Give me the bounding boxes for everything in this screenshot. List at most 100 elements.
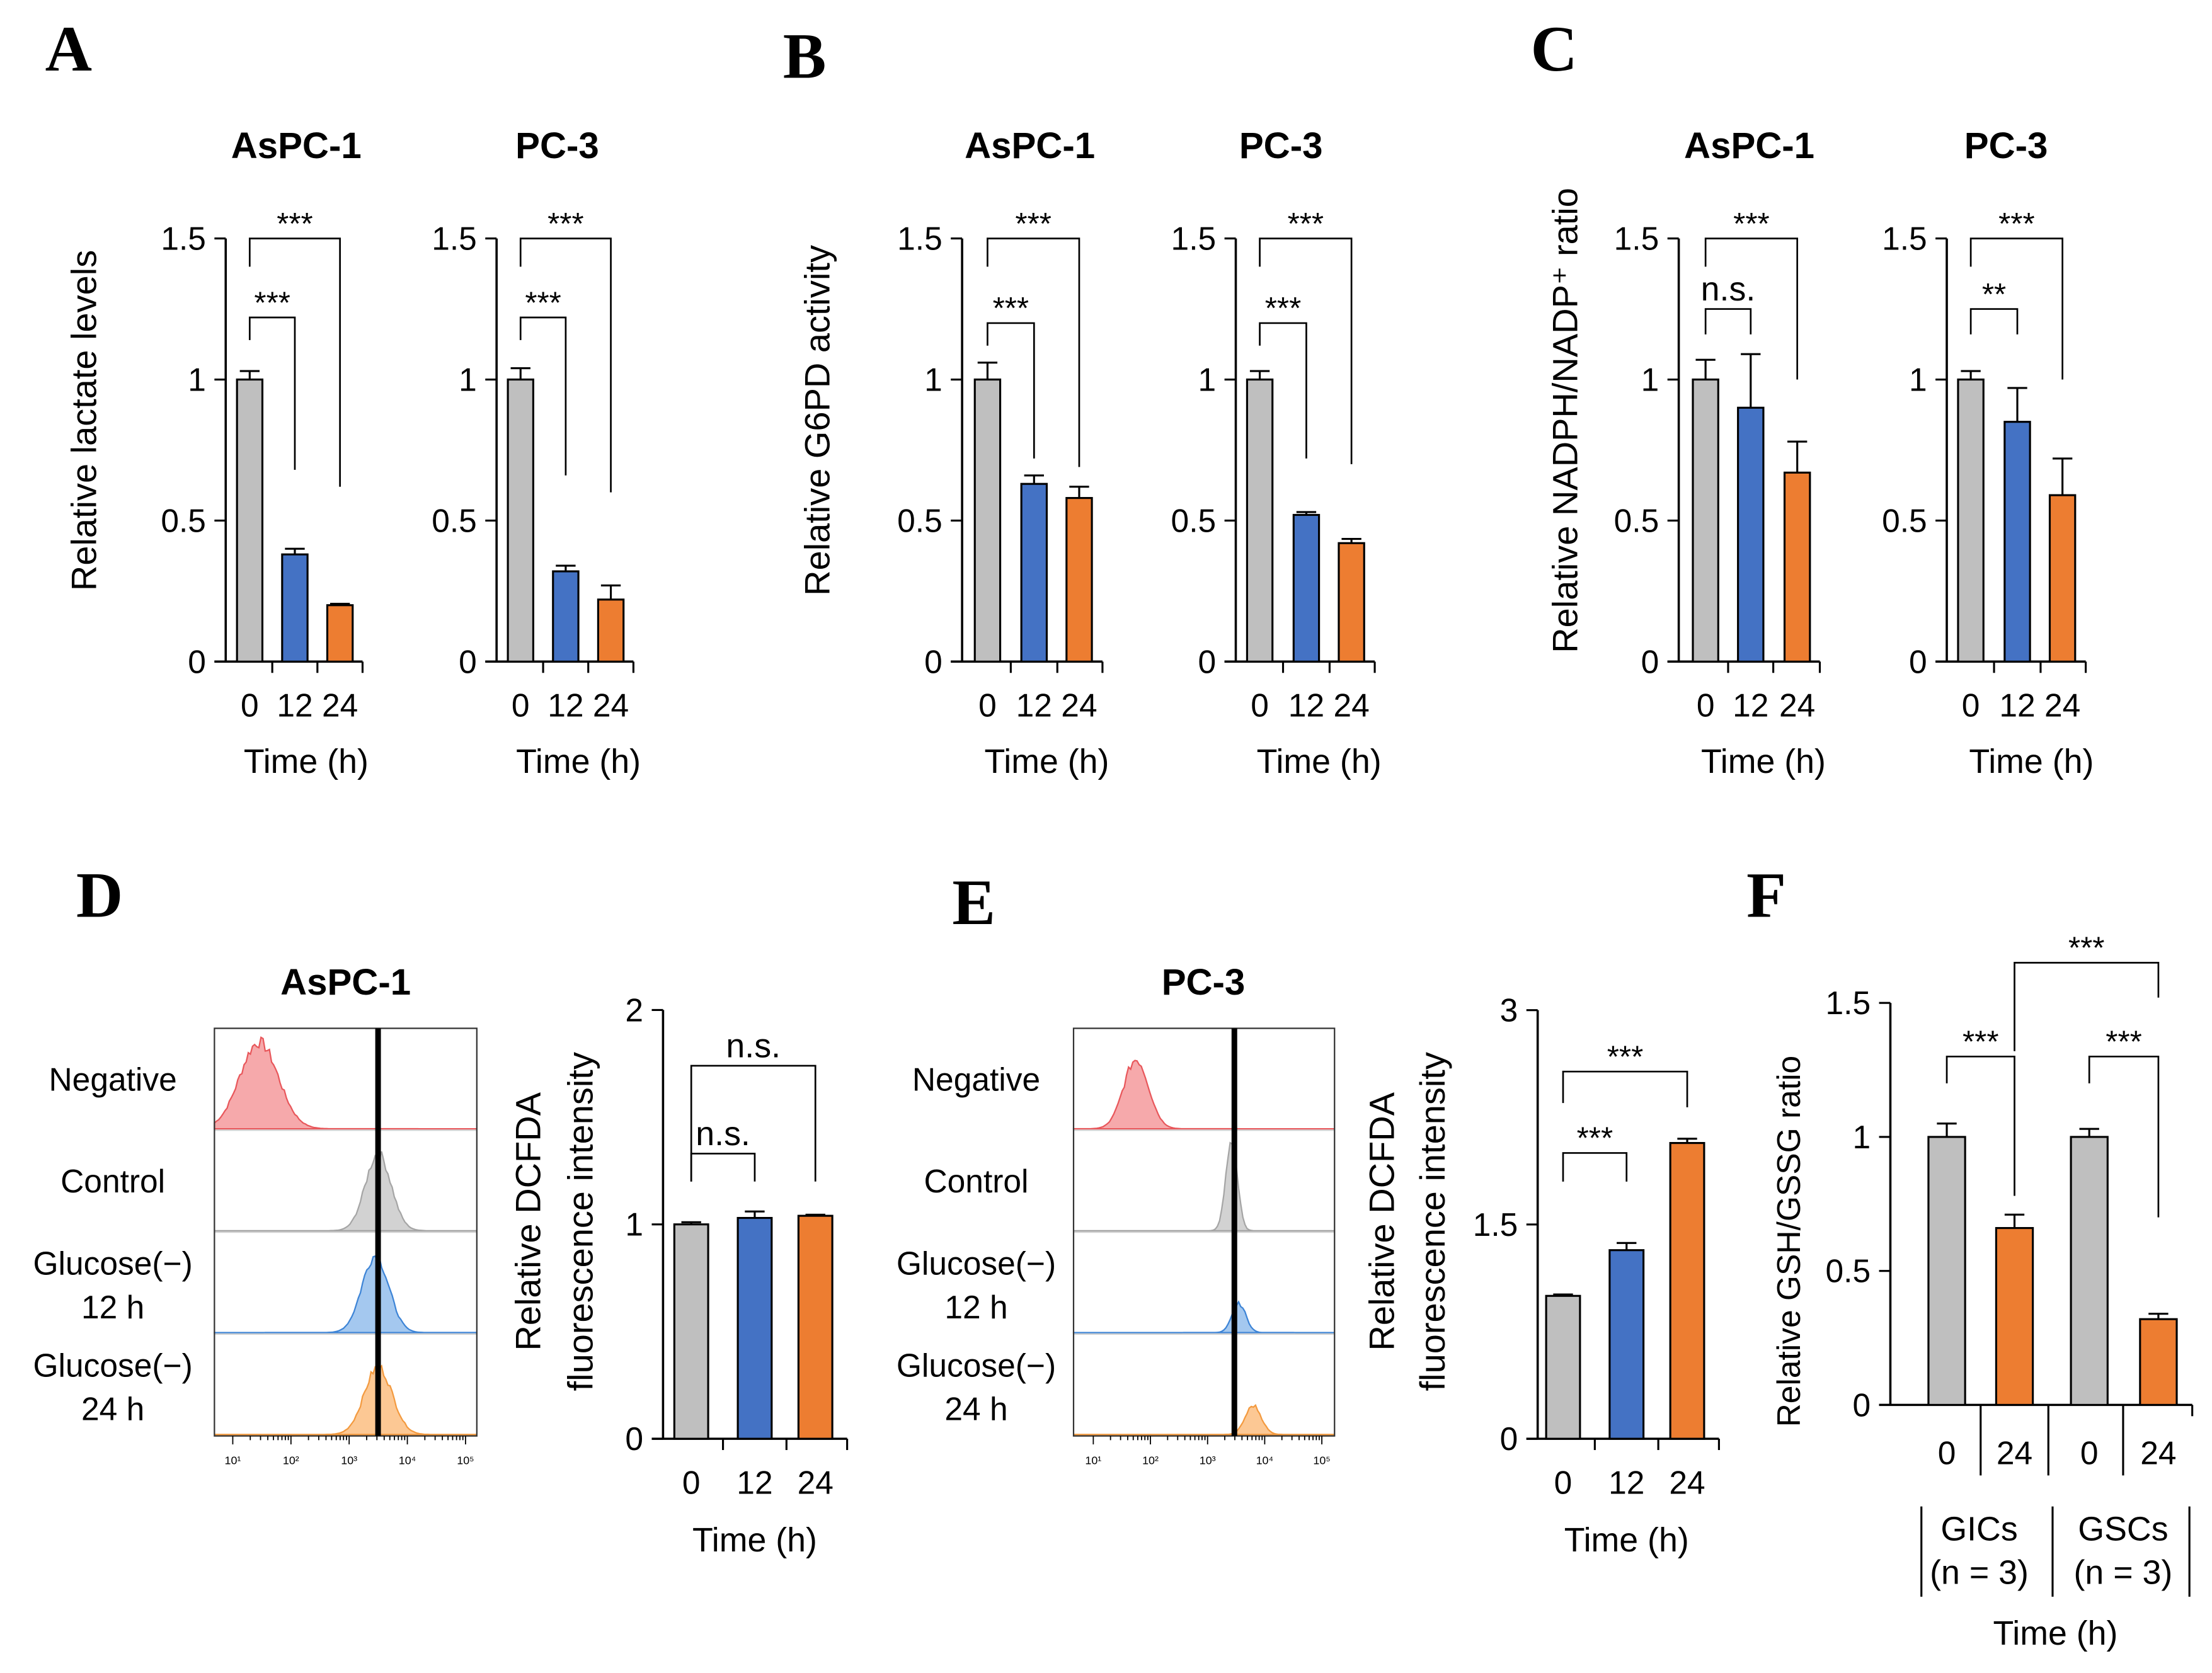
bar-0 [1246,378,1274,663]
x-axis-label: Time (h) [516,743,641,780]
x-tick-label: 12 [277,687,312,724]
log-tick-label: 10⁵ [1313,1454,1330,1466]
significance-bracket [248,237,341,487]
y-tick-label: 0.5 [897,502,943,539]
significance-bracket [1946,1055,2015,1196]
panel-c-ylabel: Relative NADPH/NADP⁺ ratio [1545,188,1585,653]
panel-f-group-gscs-n: (n = 3) [2074,1554,2173,1592]
histogram-trace [214,1036,478,1130]
panel-e-title: PC-3 [1162,962,1246,1003]
y-tick-label: 1.5 [1473,1206,1518,1243]
x-tick-label: 0 [978,687,997,724]
significance-label: *** [993,291,1029,326]
y-tick-label: 1 [1852,1119,1871,1155]
x-tick-label: 0 [682,1464,701,1500]
panel-f-group-gscs: GSCs [2078,1510,2168,1548]
bar-24 [1338,542,1365,663]
bar-12 [1737,406,1765,663]
bar-0 [973,378,1002,663]
log-tick-label: 10⁴ [399,1454,416,1466]
panel-d-ylabel-line1: Relative DCFDA [508,1092,548,1350]
x-tick-label: 0 [1251,687,1269,724]
y-tick-label: 0.5 [1171,502,1217,539]
x-tick-label: 12 [736,1464,772,1500]
bar-12 [1020,482,1048,663]
x-tick-label: 12 [1999,687,2035,724]
significance-label: *** [277,207,312,241]
x-tick-label: 0 [1554,1464,1573,1500]
bar-12 [1292,513,1321,663]
bar-0 [507,378,534,663]
chart-title: PC-3 [515,125,599,166]
log-tick-label: 10³ [1200,1454,1216,1466]
significance-label: *** [1963,1025,1999,1059]
x-tick-label: 24 [593,687,629,724]
y-tick-label: 0 [625,1420,643,1457]
panel-d-ylabel-line2: fluorescence intensity [560,1052,600,1391]
x-tick-label: 24 [1333,687,1369,724]
histogram-trace [214,1364,477,1436]
y-tick-label: 0 [1852,1386,1871,1423]
x-axis-label: Time (h) [692,1521,817,1559]
significance-label: *** [1015,207,1052,241]
bar-24 [326,604,354,663]
y-tick-label: 1 [1909,361,1927,397]
significance-label: *** [2068,931,2105,966]
significance-label: *** [1288,207,1324,241]
bar-12 [2003,421,2031,663]
significance-bracket [519,316,567,476]
significance-label: *** [1607,1039,1644,1074]
x-tick-label: 0 [2080,1434,2099,1471]
significance-bracket [1259,237,1353,464]
log-tick-label: 10² [1142,1454,1159,1466]
histogram-row-label: Negative [912,1061,1040,1097]
significance-bracket [1562,1152,1628,1182]
y-tick-label: 0 [1641,643,1659,680]
y-tick-label: 0.5 [1614,502,1659,539]
y-tick-label: 1.5 [161,220,206,257]
bar-chart-b-pc-3: 0 0.5 1 1.5 0 12 24 *** *** PC-3 Time (h) [1171,125,1382,780]
log-tick-label: 10² [283,1454,299,1466]
significance-label: *** [1577,1121,1613,1156]
x-tick-label: 0 [512,687,530,724]
bar-24 [1065,497,1093,663]
x-tick-label: 12 [547,687,583,724]
chart-title: PC-3 [1239,125,1323,166]
panel-letter-a: A [45,13,92,85]
bar-0 [1927,1136,1966,1406]
panel-f-group-gics: GICs [1940,1510,2017,1548]
significance-bracket [1259,322,1307,459]
panel-letter-d: D [76,860,123,932]
bar-24 [1995,1227,2034,1406]
panel-d-title: AsPC-1 [280,962,411,1003]
bar-24 [2139,1318,2178,1406]
x-tick-label: 0 [1938,1434,1956,1471]
significance-label: *** [547,207,584,241]
significance-bracket [1704,237,1799,380]
chart-title: AsPC-1 [1684,125,1814,166]
significance-label: ** [1982,277,2006,312]
bar-24 [1783,471,1811,663]
significance-bracket [1969,237,2063,380]
bar-chart-c-aspc-1: 0 0.5 1 1.5 0 12 24 n.s. *** AsPC-1 Time (h) [1614,125,1826,780]
x-tick-label: 12 [1733,687,1768,724]
x-axis-label: Time (h) [1564,1521,1689,1559]
chart-title: AsPC-1 [231,125,362,166]
significance-bracket [987,237,1080,467]
significance-bracket [1704,308,1752,334]
y-tick-label: 1.5 [1614,220,1659,257]
histogram-row-label: 24 h [81,1391,144,1427]
y-tick-label: 1.5 [1171,220,1217,257]
y-tick-label: 3 [1500,992,1518,1029]
bar-chart-e-pc-3: 0 1.5 3 0 12 24 *** *** Time (h) [1473,992,1720,1559]
y-tick-label: 0.5 [1826,1253,1871,1289]
y-tick-label: 0 [1198,643,1216,680]
bar-0 [673,1223,709,1440]
x-tick-label: 24 [2044,687,2080,724]
x-tick-label: 24 [1997,1434,2032,1471]
bar-chart-b-aspc-1: 0 0.5 1 1.5 0 12 24 *** *** AsPC-1 Time (h) [897,125,1109,780]
significance-label: *** [1265,291,1302,326]
y-tick-label: 1 [1198,361,1216,397]
